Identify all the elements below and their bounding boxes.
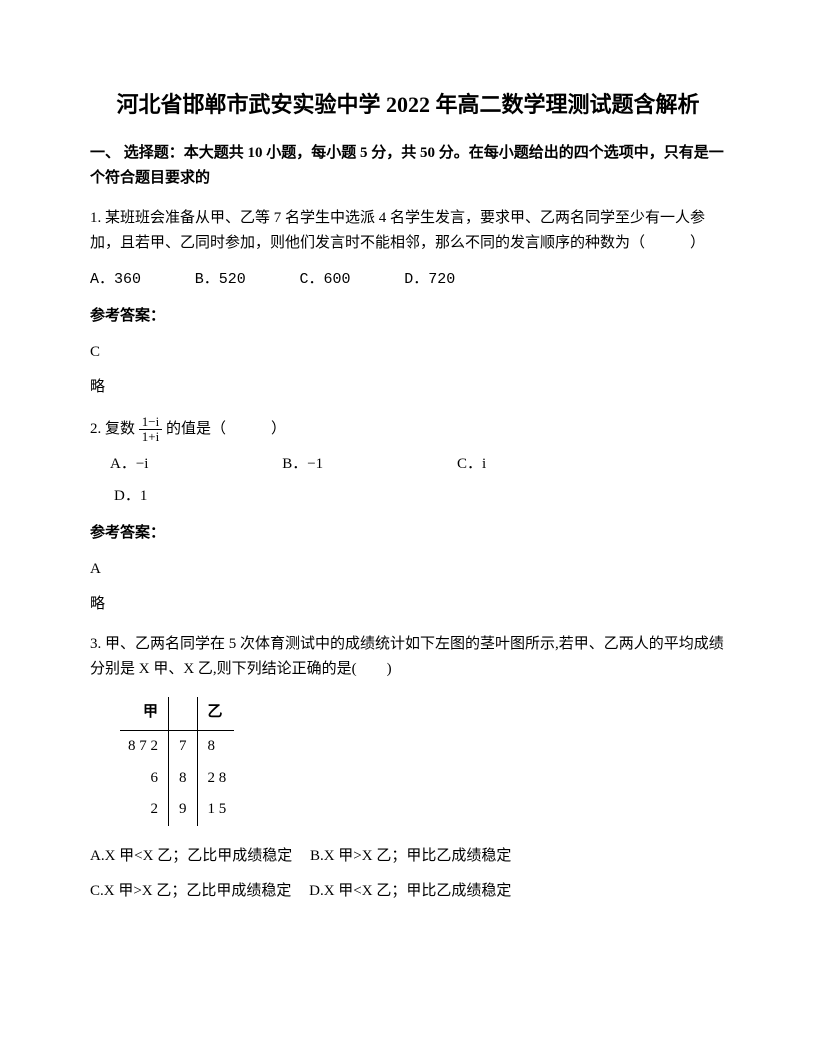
stemleaf-header-left: 甲 xyxy=(120,697,169,731)
stemleaf-row2-stem: 9 xyxy=(169,794,198,826)
question-2-text: 2. 复数 1−i 1+i 的值是（ ） xyxy=(90,415,726,445)
q2-frac-den: 1+i xyxy=(139,430,162,444)
question-3-options: A.X 甲<X 乙；乙比甲成绩稳定 B.X 甲>X 乙；甲比乙成绩稳定 C.X … xyxy=(90,844,726,905)
stemleaf-row2-right: 1 5 xyxy=(197,794,234,826)
q2-option-d: D．1 xyxy=(90,484,726,510)
q2-answer-label: 参考答案： xyxy=(90,521,726,547)
page-title: 河北省邯郸市武安实验中学 2022 年高二数学理测试题含解析 xyxy=(90,90,726,121)
question-1-text: 1. 某班班会准备从甲、乙等 7 名学生中选派 4 名学生发言，要求甲、乙两名同… xyxy=(90,206,726,257)
question-1-options: A．360 B．520 C．600 D．720 xyxy=(90,267,726,293)
q1-option-c: C．600 xyxy=(300,267,351,293)
q2-brief: 略 xyxy=(90,592,726,618)
q2-suffix: 的值是（ ） xyxy=(166,421,286,437)
q1-option-b: B．520 xyxy=(195,267,246,293)
q2-option-c: C．i xyxy=(457,452,486,478)
stemleaf-row0-stem: 7 xyxy=(169,731,198,763)
stemleaf-header-stem xyxy=(169,697,198,731)
q2-option-b: B．−1 xyxy=(282,452,323,478)
stem-leaf-plot: 甲 乙 8 7 2 7 8 6 8 2 8 2 9 1 5 xyxy=(120,697,726,826)
q1-brief: 略 xyxy=(90,375,726,401)
q1-option-a: A．360 xyxy=(90,267,141,293)
q3-option-b: B.X 甲>X 乙；甲比乙成绩稳定 xyxy=(310,844,511,870)
stemleaf-row1-left: 6 xyxy=(120,763,169,795)
q3-option-d: D.X 甲<X 乙；甲比乙成绩稳定 xyxy=(309,879,511,905)
stemleaf-row2-left: 2 xyxy=(120,794,169,826)
stemleaf-row0-left: 8 7 2 xyxy=(120,731,169,763)
q2-option-a: A．−i xyxy=(110,452,148,478)
stemleaf-header-right: 乙 xyxy=(197,697,234,731)
q2-answer: A xyxy=(90,557,726,583)
q2-prefix: 2. 复数 xyxy=(90,421,135,437)
section-1-header: 一、 选择题：本大题共 10 小题，每小题 5 分，共 50 分。在每小题给出的… xyxy=(90,141,726,192)
stemleaf-row0-right: 8 xyxy=(197,731,234,763)
question-2-options: A．−i B．−1 C．i xyxy=(90,452,726,478)
q3-option-c: C.X 甲>X 乙；乙比甲成绩稳定 xyxy=(90,879,291,905)
q1-answer-label: 参考答案： xyxy=(90,304,726,330)
q2-fraction: 1−i 1+i xyxy=(139,415,162,445)
q3-option-a: A.X 甲<X 乙；乙比甲成绩稳定 xyxy=(90,844,292,870)
stemleaf-row1-stem: 8 xyxy=(169,763,198,795)
q1-option-d: D．720 xyxy=(404,267,455,293)
q2-frac-num: 1−i xyxy=(139,415,162,430)
question-3-text: 3. 甲、乙两名同学在 5 次体育测试中的成绩统计如下左图的茎叶图所示,若甲、乙… xyxy=(90,632,726,683)
q1-answer: C xyxy=(90,340,726,366)
stemleaf-row1-right: 2 8 xyxy=(197,763,234,795)
